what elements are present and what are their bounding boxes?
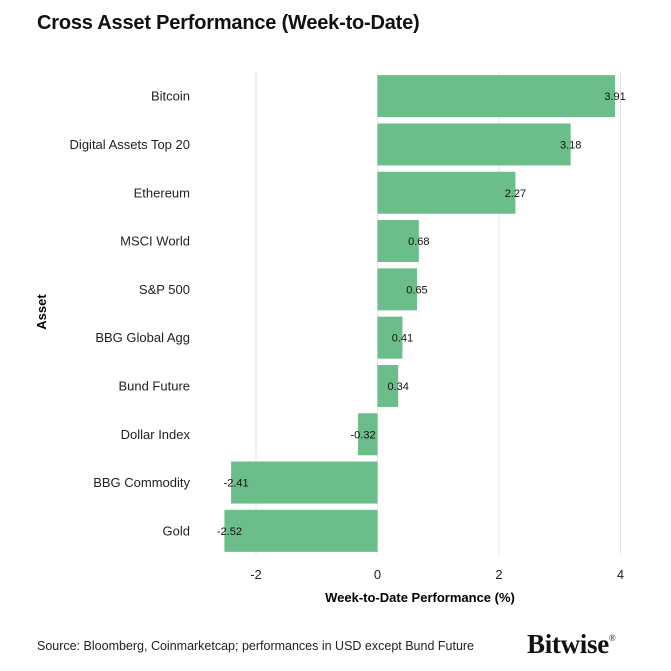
value-label: -2.41 — [224, 478, 249, 490]
bar — [377, 316, 403, 359]
x-tick-label: 0 — [374, 567, 381, 582]
value-label: 3.91 — [604, 91, 625, 103]
category-label: MSCI World — [120, 234, 190, 249]
value-label: -2.52 — [217, 526, 242, 538]
value-label: 2.27 — [505, 188, 526, 200]
bars — [224, 75, 616, 552]
value-label: -0.32 — [351, 429, 376, 441]
x-tick-labels: -2 0 2 4 — [250, 567, 624, 582]
category-label: Bund Future — [118, 378, 190, 393]
x-tick-label: 4 — [617, 567, 624, 582]
brand-name: Bitwise — [527, 629, 609, 659]
chart-title: Cross Asset Performance (Week-to-Date) — [37, 12, 420, 34]
y-axis-title: Asset — [34, 294, 49, 330]
bar — [377, 268, 417, 311]
category-label: Bitcoin — [151, 89, 190, 104]
bitwise-logo: Bitwise® — [527, 629, 616, 660]
category-label: Gold — [163, 523, 190, 538]
category-label: Dollar Index — [121, 427, 191, 442]
x-axis-title: Week-to-Date Performance (%) — [325, 590, 515, 605]
x-tick-label: 2 — [495, 567, 502, 582]
bar — [377, 220, 419, 263]
bar — [358, 413, 378, 456]
bar — [377, 75, 616, 118]
registered-mark: ® — [608, 633, 616, 643]
bar — [377, 364, 399, 407]
value-label: 3.18 — [560, 139, 581, 151]
bar — [224, 509, 378, 552]
bar — [377, 171, 516, 214]
value-label: 0.68 — [408, 236, 429, 248]
source-note: Source: Bloomberg, Coinmarketcap; perfor… — [37, 639, 475, 653]
category-label: S&P 500 — [139, 282, 190, 297]
x-tick-label: -2 — [250, 567, 262, 582]
bar — [377, 123, 571, 166]
value-label: 0.34 — [387, 381, 408, 393]
value-labels: 3.91 3.18 2.27 0.68 0.65 0.41 0.34 -0.32 -2.41 -2… — [217, 91, 626, 538]
value-label: 0.41 — [392, 333, 413, 345]
category-label: BBG Commodity — [93, 475, 190, 490]
category-labels: Bitcoin Digital Assets Top 20 Ethereum MSCI… — [70, 89, 191, 539]
category-label: Ethereum — [134, 185, 190, 200]
value-label: 0.65 — [406, 284, 427, 296]
category-label: Digital Assets Top 20 — [70, 137, 190, 152]
category-label: BBG Global Agg — [95, 330, 190, 345]
bar — [231, 461, 378, 504]
